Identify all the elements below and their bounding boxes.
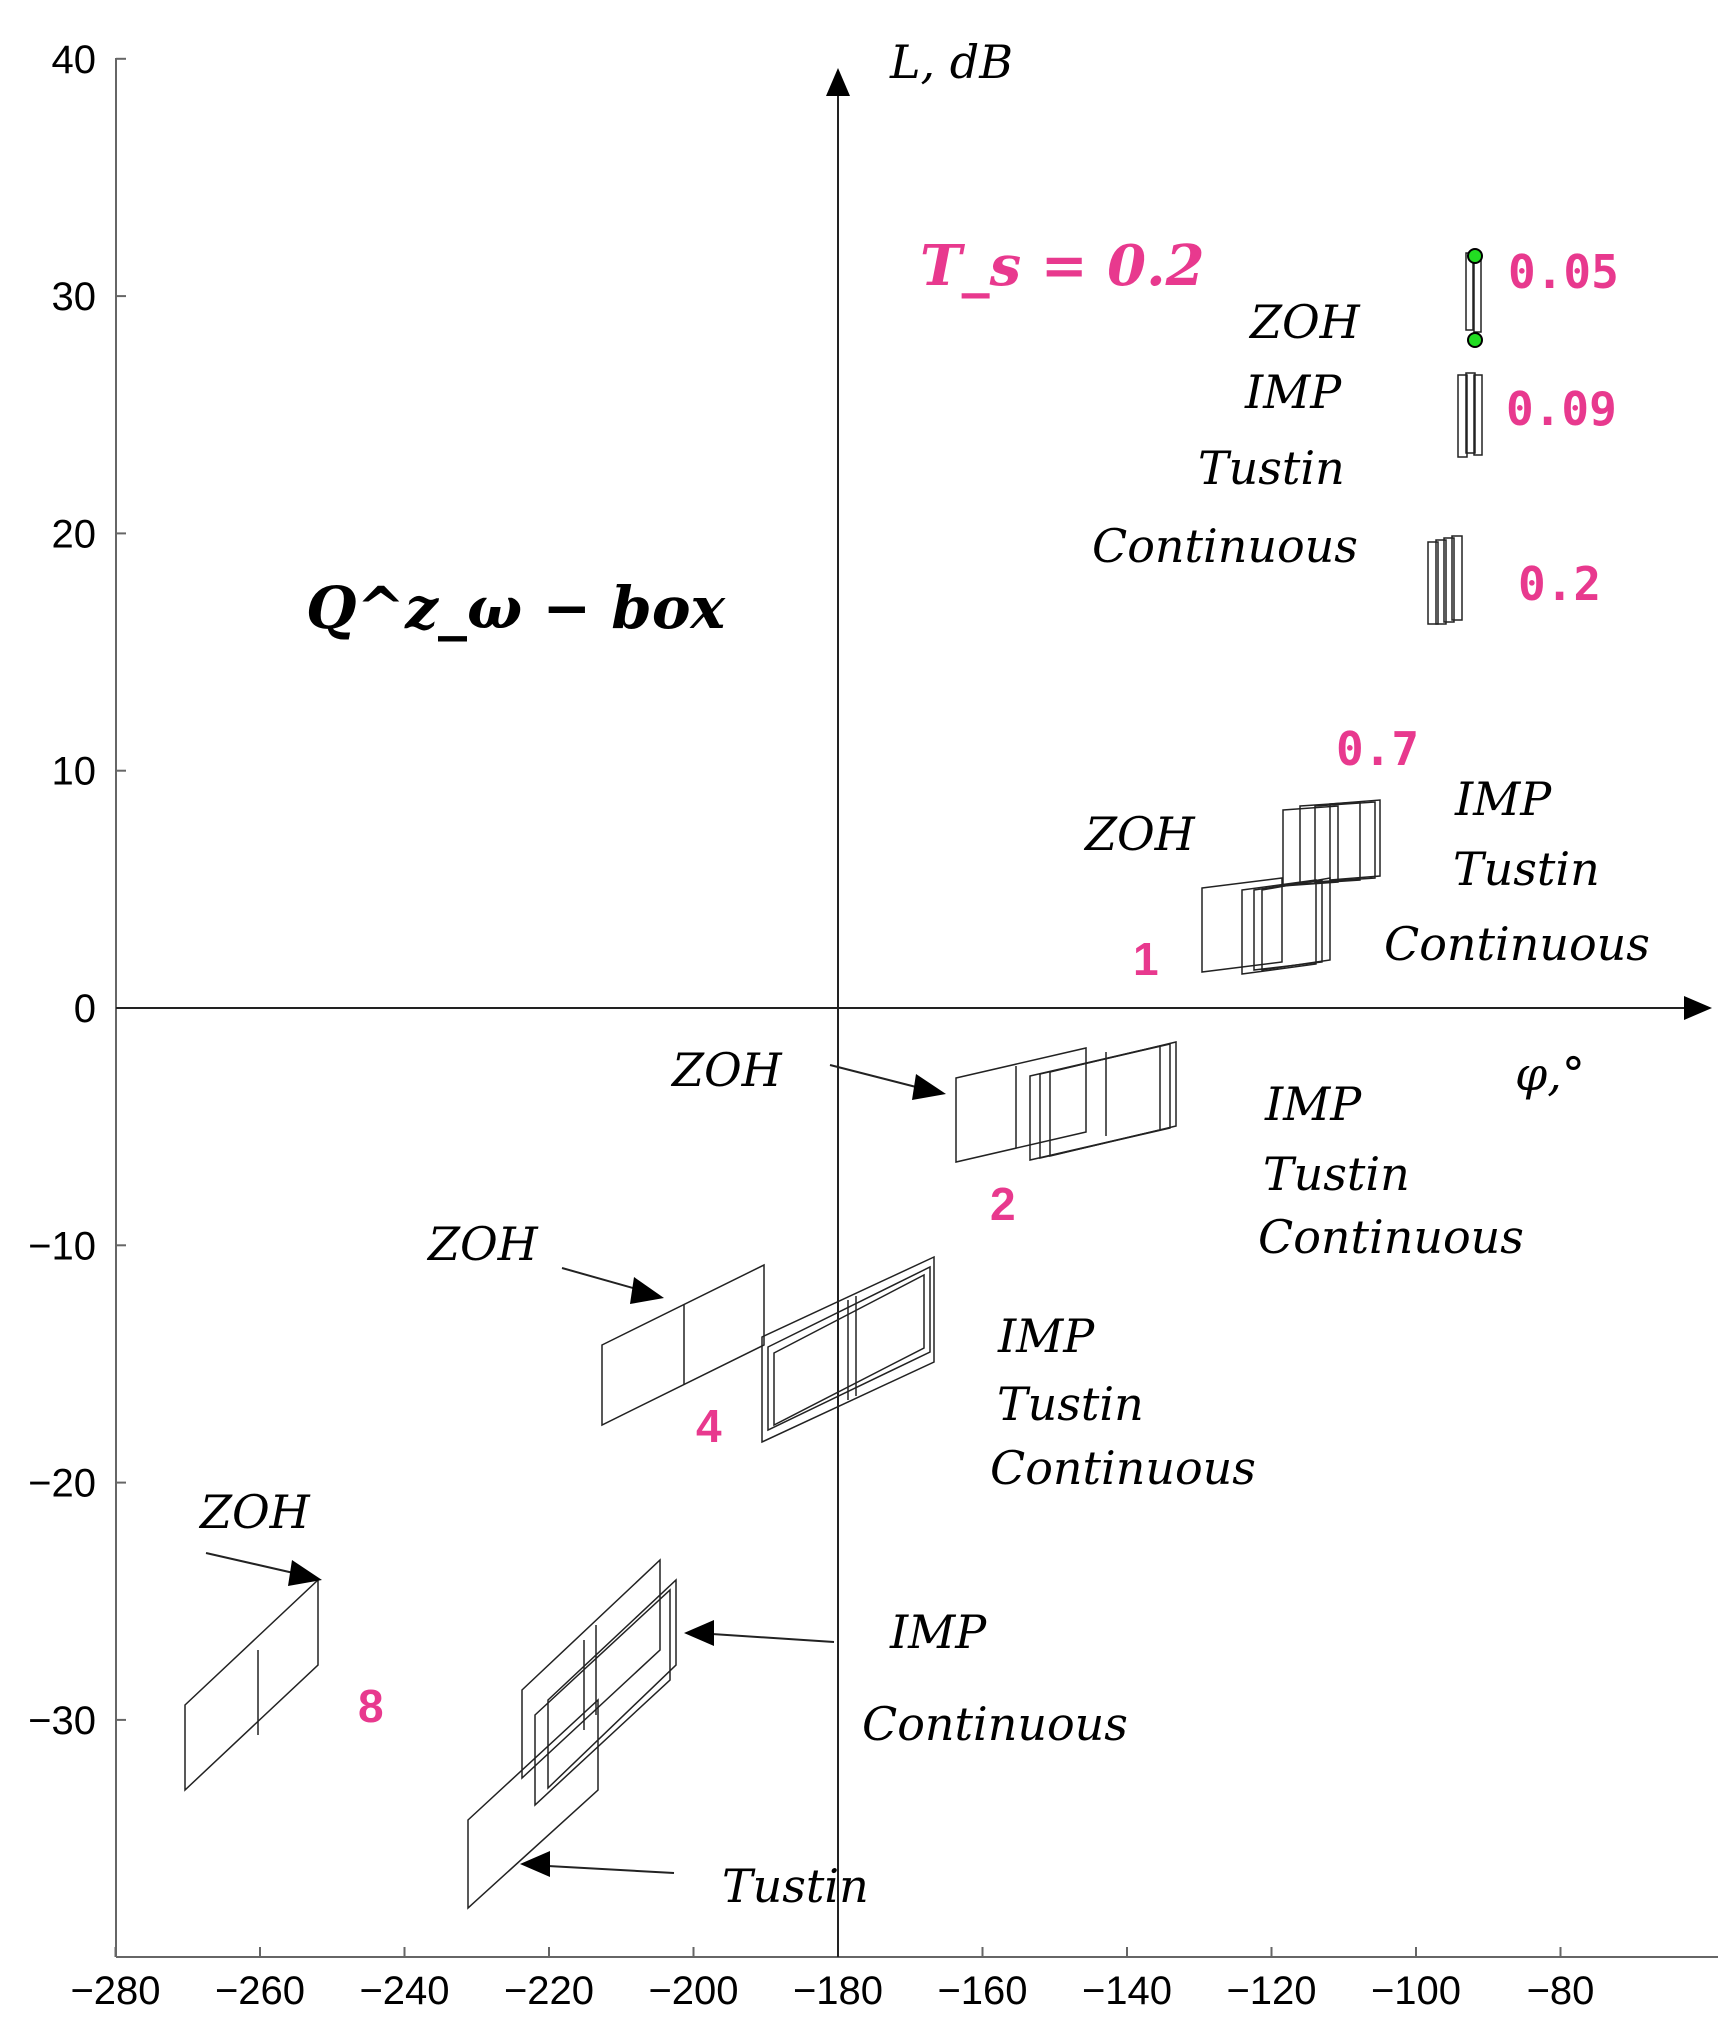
- x-ticks: −280 −260 −240 −220 −200 −180 −160 −140 −120 −100…: [70, 1947, 1594, 2013]
- y-tick-label: 10: [52, 750, 97, 794]
- x-tick-label: −100: [1371, 1969, 1461, 2013]
- x-tick-label: −180: [793, 1969, 883, 2013]
- freq-label-07: 0.7: [1336, 722, 1419, 776]
- freq-label-2: 2: [990, 1178, 1016, 1230]
- gain-axis-arrow-icon: [826, 68, 850, 96]
- label-continuous-2: Continuous: [1258, 1210, 1524, 1264]
- x-tick-label: −140: [1082, 1969, 1172, 2013]
- x-tick-label: −120: [1226, 1969, 1316, 2013]
- label-imp-4: IMP: [997, 1309, 1095, 1363]
- freq-label-4: 4: [696, 1400, 722, 1452]
- x-tick-label: −220: [504, 1969, 594, 2013]
- y-tick-label: 20: [52, 512, 97, 556]
- freq-label-009: 0.09: [1506, 382, 1617, 436]
- sample-time-title: T_s = 0.2: [920, 233, 1205, 299]
- label-imp-1: IMP: [1454, 772, 1552, 826]
- label-imp-top: IMP: [1244, 365, 1342, 419]
- y-axis-label: L, dB: [889, 35, 1013, 89]
- label-tustin-8: Tustin: [722, 1859, 869, 1913]
- label-imp-8: IMP: [889, 1605, 987, 1659]
- label-imp-2: IMP: [1264, 1077, 1362, 1131]
- box-group-1: [1201, 877, 1331, 975]
- freq-label-02: 0.2: [1518, 557, 1601, 611]
- label-tustin-4: Tustin: [997, 1377, 1144, 1431]
- label-tustin-2: Tustin: [1263, 1147, 1410, 1201]
- green-point-2: [1467, 332, 1483, 348]
- x-tick-label: −160: [937, 1969, 1027, 2013]
- phase-axis-arrow-icon: [1684, 996, 1712, 1020]
- label-continuous-1: Continuous: [1384, 917, 1650, 971]
- box-group-02: [1427, 535, 1463, 625]
- box-group-009: [1457, 372, 1483, 458]
- label-continuous-top: Continuous: [1092, 519, 1358, 573]
- label-zoh-1: ZOH: [1083, 807, 1196, 861]
- x-tick-label: −80: [1527, 1969, 1595, 2013]
- label-continuous-4: Continuous: [990, 1441, 1256, 1495]
- freq-label-005: 0.05: [1508, 245, 1619, 299]
- y-tick-label: 0: [74, 987, 96, 1031]
- box-group-07: [1282, 799, 1381, 887]
- label-tustin-1: Tustin: [1453, 842, 1600, 896]
- y-tick-label: −20: [28, 1462, 96, 1506]
- box-group-8: [184, 1558, 677, 1910]
- y-tick-label: −10: [28, 1224, 96, 1268]
- x-tick-label: −280: [70, 1969, 160, 2013]
- box-group-4: [601, 1255, 935, 1444]
- green-point-1: [1467, 248, 1483, 264]
- x-tick-label: −260: [215, 1969, 305, 2013]
- box-group-005: [1465, 252, 1482, 333]
- x-axis-label: φ,°: [1515, 1047, 1585, 1101]
- freq-label-1: 1: [1133, 933, 1159, 985]
- label-zoh-4: ZOH: [426, 1217, 539, 1271]
- label-zoh-2: ZOH: [670, 1043, 783, 1097]
- box-group-2: [955, 1041, 1177, 1163]
- annotation-arrows: [205, 1064, 946, 1877]
- label-tustin-top: Tustin: [1198, 441, 1345, 495]
- x-tick-label: −240: [359, 1969, 449, 2013]
- qbox-label: Q^z_ω − box: [306, 574, 727, 642]
- x-tick-label: −200: [648, 1969, 738, 2013]
- label-zoh-top: ZOH: [1248, 295, 1361, 349]
- freq-label-8: 8: [358, 1680, 384, 1732]
- label-continuous-8: Continuous: [862, 1697, 1128, 1751]
- y-ticks: 40 30 20 10 0 −10 −20 −30: [28, 38, 126, 1743]
- y-tick-label: −30: [28, 1699, 96, 1743]
- y-tick-label: 30: [52, 275, 97, 319]
- y-tick-label: 40: [52, 38, 97, 82]
- label-zoh-8: ZOH: [198, 1485, 311, 1539]
